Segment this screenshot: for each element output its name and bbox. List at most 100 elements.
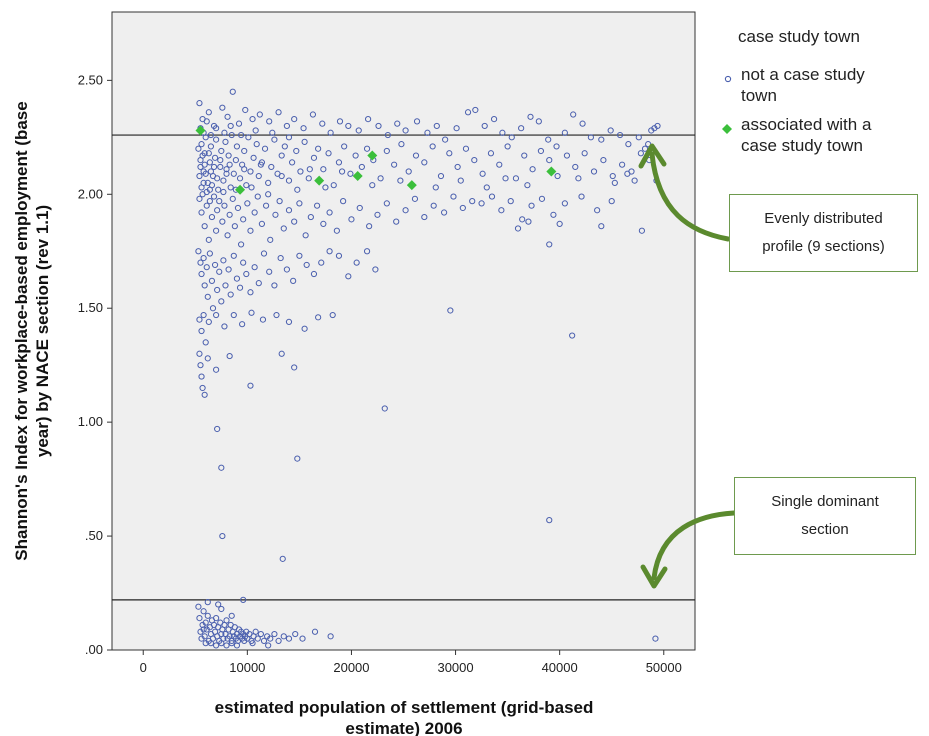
point-not-case-study — [217, 157, 224, 164]
point-not-case-study — [441, 209, 448, 216]
point-not-case-study — [198, 270, 205, 278]
point-not-case-study — [381, 405, 388, 412]
point-not-case-study — [303, 261, 310, 269]
point-not-case-study — [198, 209, 205, 216]
x-axis-title-line-1: estimated population of settlement (grid… — [215, 698, 594, 717]
point-not-case-study — [242, 106, 249, 114]
point-not-case-study — [527, 113, 534, 120]
point-not-case-study — [561, 200, 568, 207]
point-not-case-study — [230, 311, 237, 319]
point-not-case-study — [499, 129, 506, 136]
point-not-case-study — [616, 131, 624, 139]
point-not-case-study — [213, 642, 220, 649]
point-not-case-study — [512, 175, 520, 182]
point-not-case-study — [600, 157, 607, 164]
point-not-case-study — [483, 184, 490, 191]
data-points — [195, 88, 661, 649]
point-not-case-study — [652, 635, 659, 642]
point-case-study-diamond — [235, 184, 246, 195]
point-not-case-study — [253, 141, 260, 148]
point-not-case-study — [201, 282, 208, 289]
point-not-case-study — [236, 175, 244, 182]
point-case-study-diamond — [406, 180, 417, 191]
point-not-case-study — [296, 252, 303, 259]
legend-entry-1-line-2: town — [741, 86, 777, 105]
point-not-case-study — [398, 141, 405, 148]
point-not-case-study — [262, 202, 270, 209]
point-not-case-study — [205, 109, 212, 116]
point-not-case-study — [247, 289, 254, 296]
point-not-case-study — [249, 640, 256, 647]
point-not-case-study — [285, 177, 293, 184]
annotation-evenly-distributed: Evenly distributed profile (9 sections) — [729, 194, 918, 272]
point-not-case-study — [437, 172, 445, 180]
point-not-case-study — [231, 223, 238, 230]
point-not-case-study — [369, 182, 376, 189]
point-not-case-study — [195, 248, 202, 255]
point-case-study-diamond — [352, 171, 363, 182]
point-not-case-study — [271, 630, 278, 638]
point-not-case-study — [291, 218, 298, 225]
point-not-case-study — [537, 147, 545, 155]
annotation-evenly-distributed-line-2: profile (9 sections) — [762, 238, 885, 255]
legend-entry-2-line-1: associated with a — [741, 115, 872, 134]
point-not-case-study — [546, 241, 553, 248]
point-not-case-study — [208, 213, 216, 221]
point-not-case-study — [224, 232, 231, 239]
point-not-case-study — [545, 136, 552, 143]
point-not-case-study — [402, 207, 409, 214]
point-not-case-study — [654, 122, 661, 130]
point-not-case-study — [218, 464, 225, 471]
point-not-case-study — [241, 166, 248, 173]
point-not-case-study — [366, 223, 373, 230]
point-not-case-study — [327, 129, 334, 136]
point-not-case-study — [590, 168, 598, 175]
point-not-case-study — [572, 163, 579, 171]
point-not-case-study — [405, 168, 412, 175]
point-not-case-study — [478, 200, 485, 207]
point-not-case-study — [297, 168, 304, 175]
point-not-case-study — [217, 163, 224, 171]
point-not-case-study — [245, 134, 252, 141]
point-not-case-study — [446, 150, 453, 157]
point-not-case-study — [391, 161, 398, 168]
point-not-case-study — [290, 277, 297, 284]
point-not-case-study — [265, 642, 272, 649]
x-tick-label: 50000 — [646, 660, 682, 675]
point-not-case-study — [561, 129, 568, 136]
point-not-case-study — [638, 227, 646, 234]
point-not-case-study — [225, 266, 232, 273]
point-not-case-study — [266, 268, 273, 275]
point-not-case-study — [450, 193, 457, 200]
point-not-case-study — [201, 223, 208, 230]
point-not-case-study — [200, 311, 207, 319]
point-not-case-study — [240, 259, 247, 266]
point-not-case-study — [525, 218, 532, 225]
point-not-case-study — [345, 273, 352, 280]
y-tick-label: 2.50 — [78, 72, 103, 87]
point-not-case-study — [372, 266, 379, 273]
point-not-case-study — [200, 626, 207, 633]
point-not-case-study — [488, 193, 496, 200]
y-tick-label: 1.00 — [78, 414, 103, 429]
point-not-case-study — [637, 150, 644, 157]
point-not-case-study — [280, 633, 287, 640]
point-not-case-study — [496, 161, 503, 168]
point-not-case-study — [248, 309, 255, 316]
point-not-case-study — [363, 248, 371, 255]
point-not-case-study — [365, 115, 372, 123]
point-not-case-study — [251, 209, 258, 216]
point-not-case-study — [280, 225, 287, 232]
arrow-head-single-dominant — [640, 564, 668, 589]
point-not-case-study — [201, 161, 208, 168]
point-not-case-study — [607, 127, 614, 134]
point-not-case-study — [442, 136, 449, 143]
point-not-case-study — [218, 298, 225, 305]
point-not-case-study — [230, 170, 237, 177]
point-not-case-study — [579, 120, 586, 127]
point-not-case-study — [219, 218, 226, 225]
point-not-case-study — [374, 211, 381, 218]
point-not-case-study — [201, 391, 208, 398]
point-not-case-study — [507, 198, 514, 205]
point-not-case-study — [201, 633, 208, 640]
